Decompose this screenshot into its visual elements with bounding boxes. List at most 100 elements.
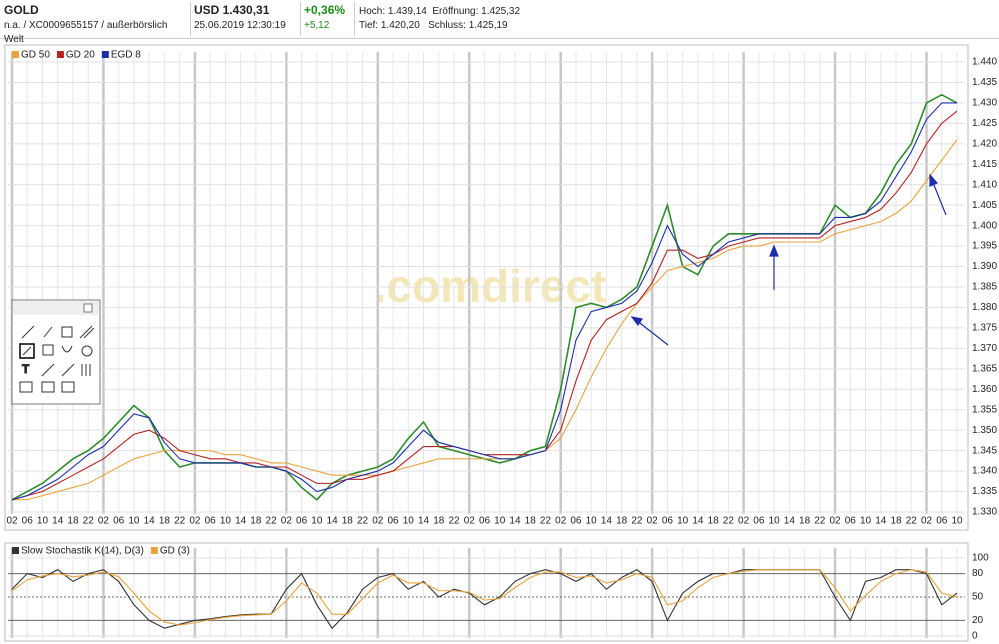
y-tick-label: 1.390 (972, 261, 997, 272)
legend-label: EGD 8 (111, 50, 141, 61)
x-tick-label: 10 (311, 516, 323, 527)
x-tick-label: 02 (738, 516, 750, 527)
y-tick-label: 1.415 (972, 159, 997, 170)
x-tick-label: 06 (936, 516, 948, 527)
svg-text:T: T (22, 362, 30, 376)
x-tick-label: 14 (235, 516, 247, 527)
x-tick-label: 18 (799, 516, 811, 527)
y-tick-label: 1.395 (972, 241, 997, 252)
x-tick-label: 18 (342, 516, 354, 527)
x-tick-label: 02 (921, 516, 933, 527)
y-tick-label: 1.330 (972, 507, 997, 518)
y-tick-label: 1.440 (972, 57, 997, 68)
header: GOLD n.a. / XC0009655157 / außerbörslich… (0, 0, 999, 45)
legend-swatch (12, 547, 19, 554)
y-tick-label: 1.380 (972, 302, 997, 313)
change-cell: +0,36% +5,12 (300, 2, 355, 36)
series-line (11, 569, 958, 626)
y-tick-label: 50 (972, 592, 984, 603)
y-tick-label: 1.375 (972, 323, 997, 334)
x-tick-label: 10 (37, 516, 49, 527)
y-tick-label: 1.405 (972, 200, 997, 211)
x-tick-label: 02 (647, 516, 659, 527)
low: Tief: 1.420,20 (359, 20, 420, 31)
x-tick-label: 02 (189, 516, 201, 527)
y-tick-label: 100 (972, 553, 989, 564)
x-tick-label: 18 (708, 516, 720, 527)
arrows (630, 173, 947, 346)
x-tick-label: 22 (448, 516, 460, 527)
x-tick-label: 06 (205, 516, 217, 527)
x-tick-label: 18 (159, 516, 171, 527)
x-tick-label: 22 (631, 516, 643, 527)
x-tick-label: 06 (570, 516, 582, 527)
y-tick-label: 1.400 (972, 220, 997, 231)
main-frame (4, 44, 969, 531)
legend-label: GD 20 (66, 50, 95, 61)
x-tick-label: 06 (845, 516, 857, 527)
y-tick-label: 1.345 (972, 445, 997, 456)
watermark: .comdirect (374, 260, 607, 312)
x-tick-label: 14 (784, 516, 796, 527)
drawing-toolbox[interactable]: T (11, 299, 101, 405)
x-tick-label: 18 (67, 516, 79, 527)
close: Schluss: 1.425,19 (428, 20, 508, 31)
series-line (12, 139, 958, 501)
x-tick-label: 14 (418, 516, 430, 527)
y-tick-label: 1.355 (972, 404, 997, 415)
y-tick-label: 1.435 (972, 77, 997, 88)
instrument: GOLD n.a. / XC0009655157 / außerbörslich… (0, 2, 191, 45)
x-tick-label: 10 (677, 516, 689, 527)
x-tick-label: 14 (601, 516, 613, 527)
x-tick-label: 18 (250, 516, 262, 527)
x-tick-label: 06 (479, 516, 491, 527)
legend-label: Slow Stochastik K(14), D(3) (21, 546, 144, 557)
x-tick-label: 22 (266, 516, 278, 527)
x-tick-label: 02 (464, 516, 476, 527)
x-tick-label: 10 (586, 516, 598, 527)
open: Eröffnung: 1.425,32 (432, 6, 521, 17)
x-tick-label: 10 (769, 516, 781, 527)
x-tick-label: 02 (830, 516, 842, 527)
x-tick-label: 18 (433, 516, 445, 527)
x-tick-label: 10 (860, 516, 872, 527)
x-tick-label: 22 (906, 516, 918, 527)
x-tick-label: 02 (98, 516, 110, 527)
x-tick-label: 22 (357, 516, 369, 527)
x-tick-label: 18 (890, 516, 902, 527)
sub: n.a. / XC0009655157 / außerbörslich Welt (4, 20, 168, 45)
x-tick-label: 14 (52, 516, 64, 527)
y-tick-label: 1.340 (972, 466, 997, 477)
y-tick-label: 1.335 (972, 486, 997, 497)
x-tick-label: 14 (692, 516, 704, 527)
x-tick-label: 22 (814, 516, 826, 527)
stats: Hoch: 1.439,14 Eröffnung: 1.425,32 Tief:… (355, 2, 559, 36)
y-tick-label: 0 (972, 631, 978, 642)
x-tick-label: 22 (83, 516, 95, 527)
y-tick-label: 1.370 (972, 343, 997, 354)
x-tick-label: 06 (387, 516, 399, 527)
x-tick-label: 14 (875, 516, 887, 527)
legend-swatch (101, 51, 109, 58)
y-tick-label: 1.360 (972, 384, 997, 395)
y-tick-label: 20 (972, 615, 984, 626)
series-line (11, 102, 957, 501)
legend-swatch (150, 547, 158, 554)
price-cell: USD 1.430,31 25.06.2019 12:30:19 (190, 2, 301, 36)
legend-swatch (56, 51, 64, 58)
x-tick-label: 18 (616, 516, 628, 527)
y-tick-label: 1.420 (972, 138, 997, 149)
x-tick-label: 06 (753, 516, 765, 527)
legend-label: GD 50 (21, 50, 50, 61)
legend-swatch (12, 51, 19, 58)
stats-2: Tief: 1.420,20 Schluss: 1.425,19 (359, 19, 559, 33)
name: GOLD (4, 3, 39, 17)
y-tick-label: 1.430 (972, 98, 997, 109)
y-tick-label: 1.425 (972, 118, 997, 129)
y-tick-label: 1.410 (972, 179, 997, 190)
x-tick-label: 10 (403, 516, 415, 527)
x-tick-label: 14 (509, 516, 521, 527)
x-tick-label: 10 (951, 516, 963, 527)
x-tick-label: 06 (296, 516, 308, 527)
datetime: 25.06.2019 12:30:19 (194, 20, 286, 31)
